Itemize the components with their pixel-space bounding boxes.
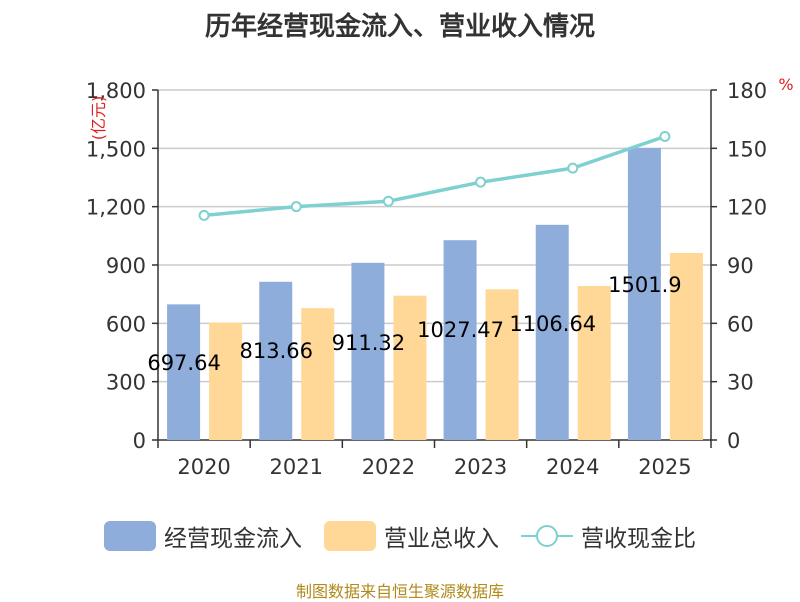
bar-revenue-2020 (209, 322, 243, 440)
right-tick-label: 60 (727, 312, 754, 336)
data-label-cash-inflow-2022: 911.32 (332, 331, 405, 355)
left-tick-label: 1,800 (86, 79, 146, 103)
left-tick-label: 900 (106, 254, 146, 278)
legend-swatch-revenue (324, 521, 376, 551)
x-tick-label: 2020 (177, 455, 230, 479)
ratio-line (203, 134, 666, 218)
left-tick-label: 300 (106, 371, 146, 395)
bar-cash-inflow-2020 (167, 304, 201, 440)
legend: 经营现金流入 营业总收入 营收现金比 (0, 516, 800, 556)
legend-item-ratio[interactable]: 营收现金比 (521, 519, 696, 553)
bar-cash-inflow-2021 (259, 281, 293, 440)
ratio-point-2023 (475, 176, 487, 188)
left-tick-label: 1,500 (86, 137, 146, 161)
x-tick-label: 2023 (454, 455, 507, 479)
bar-cash-inflow-2024 (535, 224, 569, 440)
left-unit-label: (亿元) (89, 96, 108, 141)
bar-revenue-2021 (301, 308, 335, 440)
left-tick-label: 1,200 (86, 196, 146, 220)
bar-revenue-2024 (577, 286, 611, 440)
bar-cash-inflow-2023 (443, 240, 477, 440)
right-tick-label: 120 (727, 196, 767, 220)
ratio-point-2021 (290, 201, 302, 213)
legend-label-cash-inflow: 经营现金流入 (164, 526, 302, 552)
bar-revenue-2025 (669, 252, 703, 440)
right-tick-label: 180 (727, 79, 767, 103)
right-unit-label: % (778, 75, 793, 94)
ratio-point-2024 (567, 162, 579, 174)
ratio-point-2022 (382, 195, 394, 207)
data-label-cash-inflow-2023: 1027.47 (417, 318, 504, 342)
x-tick-label: 2025 (638, 455, 691, 479)
chart-title: 历年经营现金流入、营业收入情况 (204, 12, 595, 42)
bar-revenue-2023 (485, 289, 519, 440)
x-tick-label: 2022 (362, 455, 415, 479)
bar-cash-inflow-2022 (351, 262, 385, 440)
data-label-cash-inflow-2024: 1106.64 (509, 312, 596, 336)
data-label-cash-inflow-2025: 1501.9 (608, 273, 681, 297)
data-label-cash-inflow-2020: 697.64 (147, 351, 220, 375)
legend-swatch-ratio (521, 521, 573, 551)
ratio-point-2025 (659, 130, 671, 142)
data-label-cash-inflow-2021: 813.66 (240, 339, 313, 363)
right-tick-label: 0 (727, 429, 740, 453)
legend-item-revenue[interactable]: 营业总收入 (324, 519, 499, 553)
bar-cash-inflow-2025 (627, 147, 661, 441)
left-tick-label: 600 (106, 312, 146, 336)
legend-swatch-cash-inflow (104, 521, 156, 551)
ratio-point-2020 (198, 209, 210, 221)
bar-revenue-2022 (393, 295, 427, 440)
right-tick-label: 90 (727, 254, 754, 278)
x-tick-label: 2024 (546, 455, 599, 479)
legend-label-ratio: 营收现金比 (581, 526, 696, 552)
legend-item-cash-inflow[interactable]: 经营现金流入 (104, 519, 302, 553)
left-tick-label: 0 (133, 429, 146, 453)
x-tick-label: 2021 (270, 455, 323, 479)
right-tick-label: 30 (727, 371, 754, 395)
source-note: 制图数据来自恒生聚源数据库 (295, 582, 504, 601)
legend-label-revenue: 营业总收入 (384, 526, 499, 552)
right-tick-label: 150 (727, 137, 767, 161)
